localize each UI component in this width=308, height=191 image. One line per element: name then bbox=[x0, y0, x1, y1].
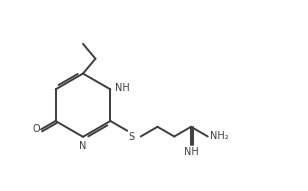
Text: NH: NH bbox=[115, 83, 129, 93]
Text: S: S bbox=[128, 132, 135, 142]
Text: NH: NH bbox=[184, 147, 199, 157]
Text: N: N bbox=[79, 141, 86, 151]
Text: O: O bbox=[32, 124, 40, 134]
Text: NH₂: NH₂ bbox=[210, 131, 229, 141]
